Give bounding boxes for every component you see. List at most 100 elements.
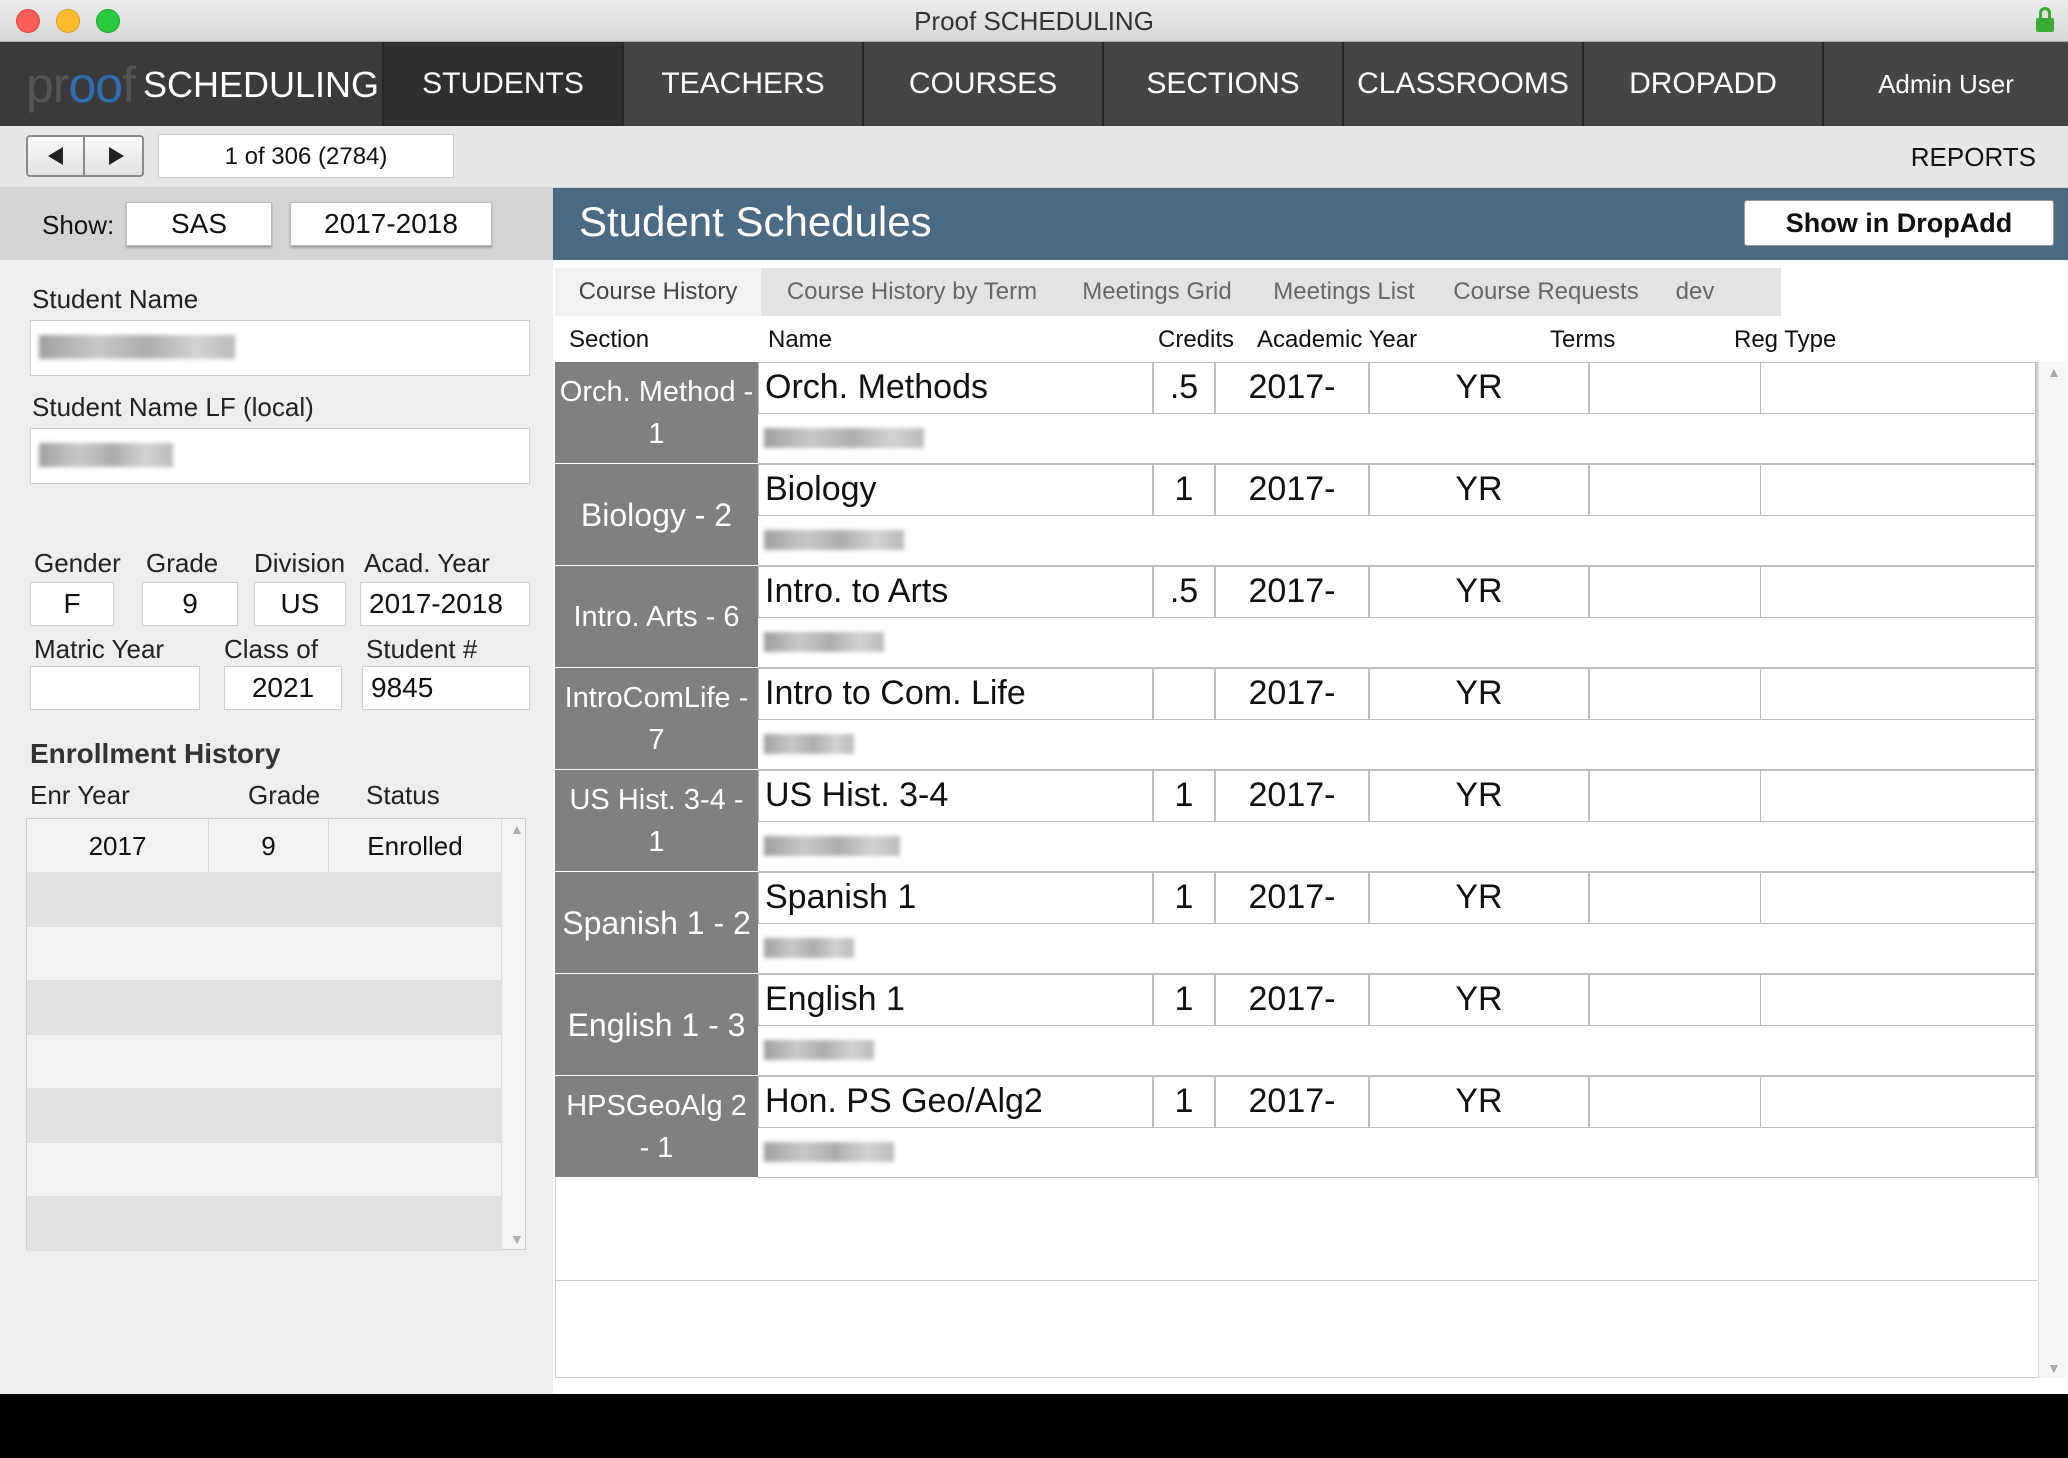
- tab-course-requests[interactable]: Course Requests: [1453, 278, 1639, 305]
- section-cell[interactable]: IntroComLife - 7: [555, 668, 758, 770]
- nav-tab-sections[interactable]: SECTIONS: [1102, 42, 1342, 126]
- course-name-cell[interactable]: Biology: [758, 464, 1153, 516]
- tab-course-history-by-term[interactable]: Course History by Term: [786, 278, 1038, 305]
- section-cell[interactable]: Spanish 1 - 2: [555, 872, 758, 974]
- previous-record-button[interactable]: [28, 137, 85, 175]
- next-record-button[interactable]: [87, 137, 144, 175]
- empty-row: [27, 1197, 501, 1251]
- course-name-cell[interactable]: Intro to Com. Life: [758, 668, 1153, 720]
- reg-type-cell[interactable]: [1589, 872, 1761, 924]
- course-name-cell[interactable]: Orch. Methods: [758, 362, 1153, 414]
- credits-cell[interactable]: .5: [1153, 566, 1215, 618]
- course-name-cell[interactable]: Hon. PS Geo/Alg2: [758, 1076, 1153, 1128]
- course-name-cell[interactable]: Intro. to Arts: [758, 566, 1153, 618]
- terms-cell[interactable]: YR: [1369, 770, 1589, 822]
- academic-year-cell[interactable]: 2017-2018: [1215, 566, 1369, 658]
- division-field[interactable]: US: [254, 582, 346, 626]
- tab-dev[interactable]: dev: [1675, 278, 1715, 305]
- academic-year-cell[interactable]: 2017-2018: [1215, 974, 1369, 1066]
- reg-type-cell[interactable]: [1589, 974, 1761, 1026]
- academic-year-cell[interactable]: 2017-2018: [1215, 770, 1369, 862]
- student-name-field[interactable]: [30, 320, 530, 376]
- student-name-lf-field[interactable]: [30, 428, 530, 484]
- terms-cell[interactable]: YR: [1369, 1076, 1589, 1128]
- scroll-up-icon[interactable]: ▲: [2047, 364, 2061, 380]
- scroll-up-icon[interactable]: ▲: [510, 821, 524, 837]
- class-of-field[interactable]: 2021: [224, 666, 342, 710]
- reg-type-cell[interactable]: [1589, 770, 1761, 822]
- credits-cell[interactable]: 1: [1153, 872, 1215, 924]
- school-selector[interactable]: SAS: [126, 202, 272, 246]
- academic-year-cell[interactable]: 2017-2018: [1215, 872, 1369, 964]
- gender-field[interactable]: F: [30, 582, 114, 626]
- lock-icon: [2036, 7, 2054, 33]
- scroll-down-icon[interactable]: ▼: [2047, 1360, 2061, 1376]
- terms-cell[interactable]: YR: [1369, 872, 1589, 924]
- divider: [2036, 362, 2038, 464]
- divider: [2036, 872, 2038, 974]
- nav-tab-courses[interactable]: COURSES: [862, 42, 1102, 126]
- section-cell[interactable]: US Hist. 3-4 - 1: [555, 770, 758, 872]
- credits-cell[interactable]: [1153, 668, 1215, 720]
- credits-cell[interactable]: 1: [1153, 1076, 1215, 1128]
- minimize-window-button[interactable]: [56, 9, 80, 33]
- nav-tab-dropadd[interactable]: DROPADD: [1582, 42, 1822, 126]
- section-cell[interactable]: Biology - 2: [555, 464, 758, 566]
- terms-cell[interactable]: YR: [1369, 668, 1589, 720]
- reg-type-cell[interactable]: [1589, 1076, 1761, 1128]
- section-cell[interactable]: English 1 - 3: [555, 974, 758, 1076]
- scroll-down-icon[interactable]: ▼: [510, 1231, 524, 1247]
- tab-meetings-list[interactable]: Meetings List: [1273, 278, 1415, 305]
- enrollment-scrollbar[interactable]: ▲ ▼: [501, 819, 525, 1249]
- student-number-field[interactable]: 9845: [362, 666, 530, 710]
- year-selector[interactable]: 2017-2018: [290, 202, 492, 246]
- section-cell[interactable]: Intro. Arts - 6: [555, 566, 758, 668]
- section-cell[interactable]: Orch. Method - 1: [555, 362, 758, 464]
- terms-cell[interactable]: YR: [1369, 566, 1589, 618]
- schedule-scrollbar[interactable]: ▲ ▼: [2038, 362, 2066, 1378]
- close-window-button[interactable]: [16, 9, 40, 33]
- tab-meetings-grid[interactable]: Meetings Grid: [1082, 278, 1232, 305]
- proof-logo: proof: [26, 57, 136, 113]
- show-in-dropadd-button[interactable]: Show in DropAdd: [1744, 200, 2054, 246]
- nav-tab-students[interactable]: STUDENTS: [382, 42, 622, 126]
- terms-cell[interactable]: YR: [1369, 464, 1589, 516]
- credits-cell[interactable]: 1: [1153, 974, 1215, 1026]
- zoom-window-button[interactable]: [96, 9, 120, 33]
- section-cell[interactable]: HPSGeoAlg 2 - 1: [555, 1076, 758, 1178]
- nav-tab-classrooms[interactable]: CLASSROOMS: [1342, 42, 1582, 126]
- tab-course-history[interactable]: Course History: [555, 268, 761, 316]
- table-row[interactable]: 2017 9 Enrolled: [27, 819, 501, 873]
- terms-cell[interactable]: YR: [1369, 362, 1589, 414]
- user-menu[interactable]: Admin User: [1822, 42, 2068, 126]
- grade-field[interactable]: 9: [142, 582, 238, 626]
- credits-cell[interactable]: 1: [1153, 770, 1215, 822]
- terms-cell[interactable]: YR: [1369, 974, 1589, 1026]
- reg-type-cell[interactable]: [1589, 668, 1761, 720]
- credits-cell[interactable]: .5: [1153, 362, 1215, 414]
- nav-tab-teachers[interactable]: TEACHERS: [622, 42, 862, 126]
- redacted-teacher-name: [764, 836, 900, 856]
- reg-type-cell[interactable]: [1589, 464, 1761, 516]
- academic-year-cell[interactable]: 2017-2018: [1215, 464, 1369, 556]
- acad-year-field[interactable]: 2017-2018: [360, 582, 530, 626]
- course-name-cell[interactable]: Spanish 1: [758, 872, 1153, 924]
- academic-year-cell[interactable]: 2017-2018: [1215, 1076, 1369, 1168]
- reg-type-cell[interactable]: [1589, 566, 1761, 618]
- matric-year-field[interactable]: [30, 666, 200, 710]
- course-name-cell[interactable]: English 1: [758, 974, 1153, 1026]
- credits-cell[interactable]: 1: [1153, 464, 1215, 516]
- reports-button[interactable]: REPORTS: [1910, 142, 2036, 172]
- academic-year-cell[interactable]: 2017-2018: [1215, 362, 1369, 454]
- course-name-cell[interactable]: US Hist. 3-4: [758, 770, 1153, 822]
- reg-type-cell[interactable]: [1589, 362, 1761, 414]
- academic-year-cell[interactable]: 2017-2018: [1215, 668, 1369, 760]
